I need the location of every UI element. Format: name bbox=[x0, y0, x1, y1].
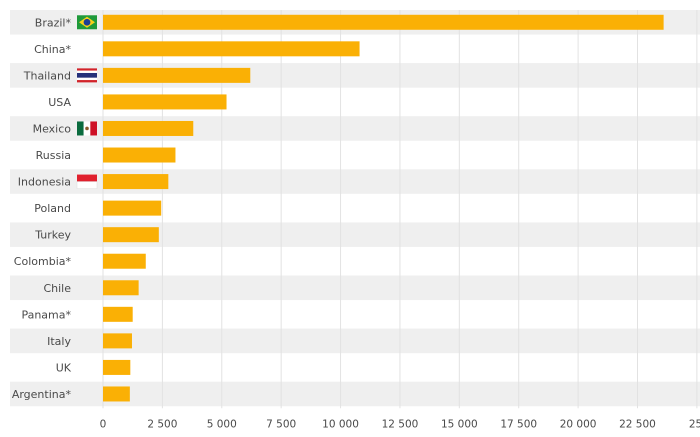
x-tick-label: 12 500 bbox=[382, 418, 419, 430]
category-label: Indonesia bbox=[18, 176, 71, 189]
category-label: Brazil* bbox=[35, 16, 72, 29]
category-label: Thailand bbox=[23, 69, 71, 82]
bar bbox=[103, 94, 227, 110]
mexico-flag-icon bbox=[77, 121, 97, 136]
x-tick-label: 5 000 bbox=[207, 418, 237, 430]
category-label: Mexico bbox=[33, 122, 72, 135]
indonesia-flag-icon bbox=[76, 174, 98, 189]
bar bbox=[103, 333, 132, 349]
bar bbox=[103, 14, 664, 30]
category-label: Argentina* bbox=[12, 388, 72, 401]
category-label: Italy bbox=[47, 335, 71, 348]
bar bbox=[103, 227, 159, 243]
bar bbox=[103, 359, 131, 375]
bar bbox=[103, 174, 169, 190]
bar bbox=[103, 41, 360, 57]
brazil-flag-icon bbox=[77, 15, 97, 30]
x-tick-label: 0 bbox=[100, 418, 107, 430]
category-label: UK bbox=[56, 361, 72, 374]
x-tick-label: 7 500 bbox=[266, 418, 296, 430]
x-tick-label: 15 000 bbox=[441, 418, 478, 430]
category-label: USA bbox=[48, 96, 71, 109]
category-label: Chile bbox=[43, 282, 71, 295]
category-label: Turkey bbox=[34, 229, 71, 242]
category-label: China* bbox=[34, 43, 71, 56]
x-tick-label: 22 500 bbox=[619, 418, 656, 430]
x-tick-label: 2 500 bbox=[147, 418, 177, 430]
x-tick-label: 25 ... bbox=[689, 418, 700, 430]
bar bbox=[103, 386, 130, 402]
category-label: Poland bbox=[34, 202, 71, 215]
x-tick-label: 17 500 bbox=[500, 418, 537, 430]
x-tick-label: 10 000 bbox=[322, 418, 359, 430]
thailand-flag-icon bbox=[77, 68, 97, 83]
category-label: Russia bbox=[36, 149, 71, 162]
bar bbox=[103, 253, 146, 269]
category-label: Panama* bbox=[21, 308, 71, 321]
x-tick-label: 20 000 bbox=[560, 418, 597, 430]
bar bbox=[103, 67, 251, 83]
bar bbox=[103, 306, 133, 322]
category-label: Colombia* bbox=[14, 255, 72, 268]
bar bbox=[103, 280, 139, 296]
bar bbox=[103, 200, 162, 216]
bar bbox=[103, 147, 176, 163]
bar bbox=[103, 120, 194, 136]
